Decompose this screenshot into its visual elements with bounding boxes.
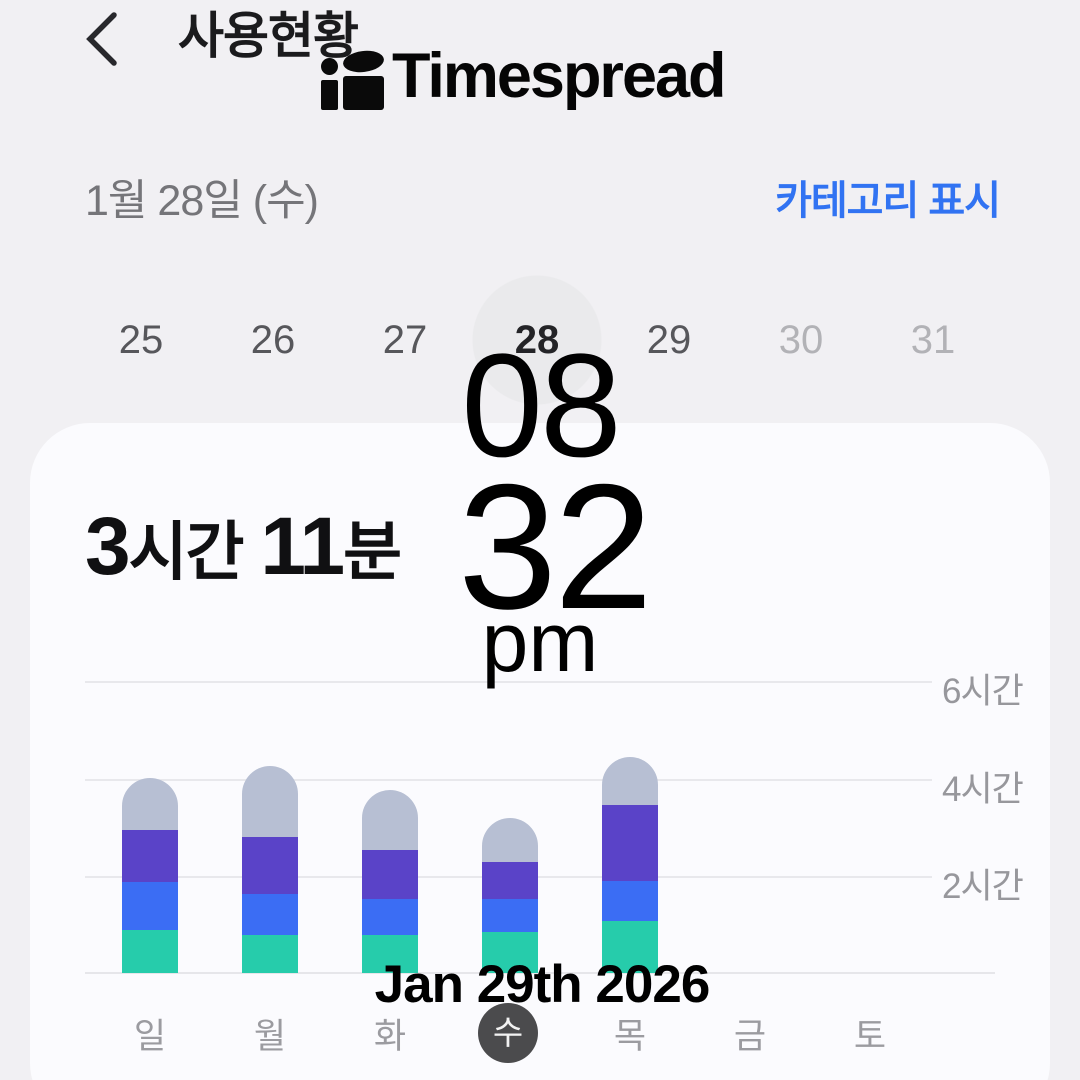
ytick-4h: 4시간 <box>942 770 1024 809</box>
bar-segment-segment-gray <box>242 765 298 837</box>
bar-segment-segment-blue <box>602 880 658 921</box>
total-usage-label: 3 시간 11 분 <box>85 500 418 594</box>
bar-segment-segment-teal <box>482 931 538 973</box>
xlabel-sat[interactable]: 토 <box>853 1017 887 1056</box>
bar-segment-segment-gray <box>122 777 178 830</box>
picker-day-27[interactable]: 27 <box>382 318 428 362</box>
overlay-clock-hour: 08 <box>461 324 622 488</box>
bar-segment-segment-gray <box>602 756 658 805</box>
bar-수[interactable] <box>482 817 538 973</box>
gridline-baseline <box>85 972 995 974</box>
bar-segment-segment-gray <box>482 817 538 862</box>
bar-segment-segment-blue <box>482 898 538 932</box>
bar-일[interactable] <box>122 777 178 973</box>
ytick-6h: 6시간 <box>942 672 1024 711</box>
bar-segment-segment-blue <box>362 898 418 935</box>
total-minutes-unit: 분 <box>343 516 402 588</box>
overlay-clock-minute: 32 <box>458 447 653 646</box>
usage-card <box>30 423 1050 1080</box>
bar-segment-segment-blue <box>122 882 178 931</box>
xlabel-thu[interactable]: 목 <box>613 1017 647 1056</box>
picker-day-31[interactable]: 31 <box>910 318 956 362</box>
bar-segment-segment-teal <box>242 934 298 973</box>
gridline-4h <box>85 779 932 781</box>
page-title: 사용현황 <box>178 8 359 64</box>
overlay-date: Jan 29th 2026 <box>374 955 711 1014</box>
picker-day-28-selected[interactable]: 28 <box>471 275 603 405</box>
timespread-wordmark: Timespread <box>392 41 726 111</box>
xlabel-tue[interactable]: 화 <box>373 1017 407 1056</box>
gridline-6h <box>85 681 932 683</box>
bar-segment-segment-purple <box>122 830 178 883</box>
selected-day-badge[interactable]: 수 <box>478 1003 538 1063</box>
bar-segment-segment-purple <box>242 836 298 894</box>
bar-월[interactable] <box>242 765 298 973</box>
chevron-left-icon <box>83 10 121 73</box>
bar-segment-segment-purple <box>482 861 538 899</box>
total-hours-value: 3 <box>85 501 131 592</box>
bar-segment-segment-purple <box>362 849 418 899</box>
total-hours-unit: 시간 <box>128 516 245 588</box>
total-minutes-value: 11 <box>260 501 345 592</box>
current-date-label: 1월 28일 (수) <box>85 177 319 225</box>
picker-day-29[interactable]: 29 <box>646 318 692 362</box>
day-picker: 25 26 27 28 29 30 31 <box>75 275 999 405</box>
timespread-logo-icon <box>320 46 386 110</box>
bar-segment-segment-gray <box>362 790 418 850</box>
category-toggle-link[interactable]: 카테고리 표시 <box>775 179 1001 223</box>
bar-화[interactable] <box>362 790 418 973</box>
picker-day-25[interactable]: 25 <box>118 318 164 362</box>
bar-segment-segment-teal <box>602 920 658 973</box>
ytick-2h: 2시간 <box>942 867 1024 906</box>
picker-day-30[interactable]: 30 <box>778 318 824 362</box>
bar-segment-segment-purple <box>602 804 658 881</box>
bar-segment-segment-teal <box>362 934 418 973</box>
xlabel-fri[interactable]: 금 <box>733 1017 767 1056</box>
xlabel-mon[interactable]: 월 <box>253 1017 287 1056</box>
x-axis-labels: 일 월 화 수 목 금 토 <box>90 1008 930 1059</box>
bar-segment-segment-teal <box>122 930 178 973</box>
picker-day-26[interactable]: 26 <box>250 318 296 362</box>
back-button[interactable] <box>80 10 124 72</box>
bar-segment-segment-blue <box>242 893 298 935</box>
bar-목[interactable] <box>602 756 658 973</box>
overlay-clock-meridiem: pm <box>481 595 599 689</box>
xlabel-sun[interactable]: 일 <box>133 1017 167 1056</box>
